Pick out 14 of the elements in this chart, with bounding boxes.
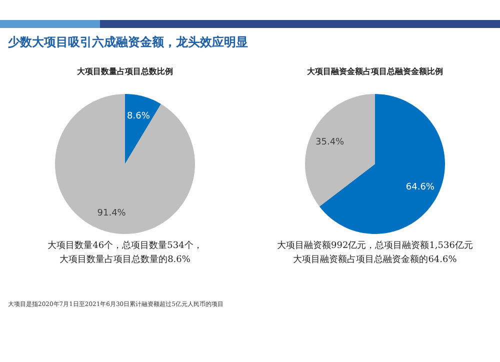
pie-slice (305, 94, 375, 207)
data-label: 64.6% (406, 182, 435, 192)
text: 少数大项目吸引六成融资金额，龙头效应明显 (8, 34, 248, 51)
data-label: 91.4% (97, 208, 126, 219)
pie-slice (55, 94, 195, 234)
data-label: 8.6% (127, 111, 150, 122)
pie-slice (125, 94, 162, 164)
text: 大项目融资额占项目总融资金额的64.6% (292, 254, 458, 267)
chart-title: 大项目融资金额占项目总融资金额比例 (306, 66, 444, 77)
data-label: 35.4% (316, 138, 345, 148)
chart-title: 大项目数量占项目总数比例 (76, 66, 174, 77)
text: 大项目融资额992亿元，总项目融资额1,536亿元 (276, 240, 474, 253)
text: 大项目数量46个，总项目数量534个， (46, 240, 204, 253)
text: 大项目数量占项目总数量的8.6% (58, 254, 192, 267)
